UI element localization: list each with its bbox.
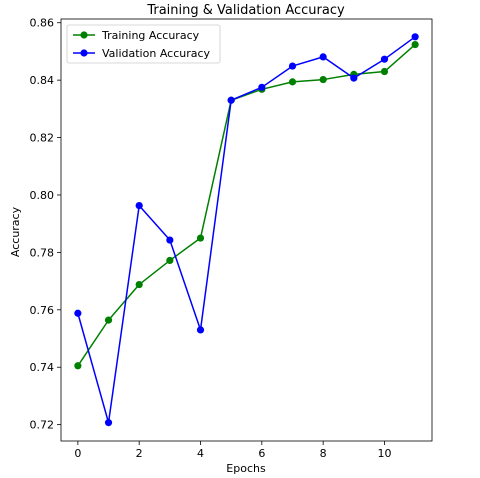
plot-area: 0 2 4 6 8 10 0.72 0.74 0.76 0.78 0.80 0.82 0.84 0.86 bbox=[30, 17, 433, 460]
training-point bbox=[104, 316, 113, 324]
y-tick-label: 0.84 bbox=[30, 74, 55, 87]
training-point bbox=[135, 280, 143, 289]
y-tick-label: 0.80 bbox=[30, 189, 55, 202]
training-point bbox=[166, 256, 174, 265]
y-tick-label: 0.72 bbox=[30, 419, 55, 432]
plot-frame bbox=[60, 18, 433, 442]
x-tick-label: 0 bbox=[74, 447, 81, 460]
validation-point bbox=[350, 74, 358, 82]
legend: Training Accuracy Validation Accuracy bbox=[66, 24, 221, 64]
y-tick-label: 0.86 bbox=[30, 17, 55, 30]
y-tick-label: 0.78 bbox=[30, 246, 55, 259]
validation-point bbox=[288, 62, 297, 70]
training-point bbox=[74, 362, 82, 370]
validation-point bbox=[135, 201, 143, 210]
x-tick-label: 2 bbox=[136, 447, 143, 460]
validation-point bbox=[411, 33, 419, 41]
x-axis-title: Epochs bbox=[226, 462, 266, 475]
series-line-training bbox=[77, 43, 416, 367]
validation-point bbox=[196, 326, 205, 334]
validation-point bbox=[166, 236, 174, 244]
legend-swatch-marker bbox=[80, 31, 88, 39]
legend-label: Training Accuracy bbox=[101, 29, 200, 42]
series-line-validation bbox=[77, 36, 416, 424]
validation-point bbox=[258, 83, 266, 91]
y-tick-label: 0.82 bbox=[30, 132, 55, 145]
legend-label: Validation Accuracy bbox=[102, 47, 211, 60]
chart-title: Training & Validation Accuracy bbox=[146, 3, 345, 18]
y-tick-label: 0.76 bbox=[30, 304, 55, 317]
x-tick-label: 6 bbox=[258, 447, 265, 460]
validation-point bbox=[104, 419, 113, 427]
validation-point bbox=[227, 96, 235, 104]
validation-point bbox=[74, 309, 82, 317]
x-tick-label: 8 bbox=[320, 447, 327, 460]
validation-point bbox=[380, 55, 389, 63]
legend-swatch-marker bbox=[80, 49, 88, 57]
training-point bbox=[288, 78, 297, 86]
training-point bbox=[319, 75, 327, 84]
validation-point bbox=[319, 53, 327, 61]
x-tick-label: 4 bbox=[197, 447, 204, 460]
x-tick-label: 10 bbox=[377, 447, 391, 460]
y-tick-label: 0.74 bbox=[30, 361, 55, 374]
training-point bbox=[411, 40, 419, 49]
training-point bbox=[380, 67, 389, 76]
y-axis-title: Accuracy bbox=[9, 206, 22, 257]
legend-box bbox=[66, 24, 221, 64]
training-point bbox=[196, 234, 205, 242]
